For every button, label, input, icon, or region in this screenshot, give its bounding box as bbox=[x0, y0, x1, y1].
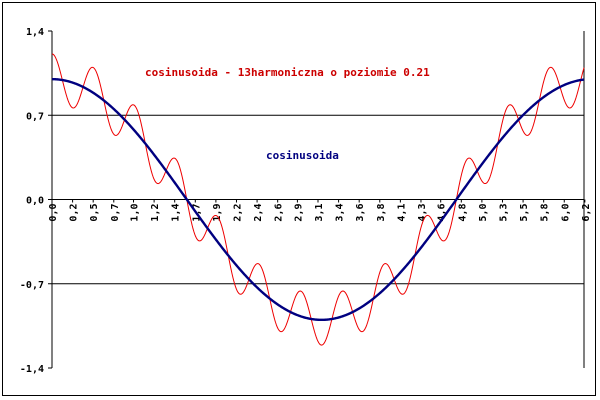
y-tick-label: 1,4 bbox=[26, 27, 44, 38]
x-tick-label: 5,8 bbox=[540, 204, 551, 222]
x-tick-label: 6,0 bbox=[560, 204, 571, 222]
x-tick-label: 4,8 bbox=[457, 204, 468, 222]
x-tick-label: 1,0 bbox=[130, 204, 141, 222]
grid-lines bbox=[52, 114, 584, 285]
x-tick-label: 5,0 bbox=[478, 204, 489, 222]
y-tick-label: 0,0 bbox=[26, 196, 44, 207]
x-tick-label: 2,2 bbox=[232, 204, 243, 222]
x-tick-label: 2,9 bbox=[293, 204, 304, 222]
axes bbox=[48, 30, 586, 369]
x-tick-label: 2,6 bbox=[274, 204, 285, 222]
x-tick-label: 0,7 bbox=[110, 204, 121, 222]
x-tick-label: 2,4 bbox=[253, 204, 264, 222]
y-tick-label: -1,4 bbox=[20, 364, 44, 375]
x-tick-label: 0,5 bbox=[89, 204, 100, 222]
x-tick-label: 6,2 bbox=[581, 204, 592, 222]
x-tick-label: 1,4 bbox=[171, 204, 182, 222]
y-tick-labels: 1,4 0,7 0,0 -0,7 -1,4 bbox=[20, 27, 44, 375]
x-tick-labels: 0,0 0,2 0,5 0,7 1,0 1,2 1,4 1,7 1,9 2,2 2,4 2,6 2,9 3… bbox=[48, 204, 592, 222]
x-tick-label: 5,3 bbox=[498, 204, 509, 222]
x-tick-label: 0,2 bbox=[69, 204, 80, 222]
series-lines bbox=[51, 53, 585, 346]
x-tick-label: 4,3 bbox=[417, 204, 428, 222]
x-tick-label: 1,2 bbox=[150, 204, 161, 222]
x-tick-label: 4,6 bbox=[437, 204, 448, 222]
series-line-harmonic bbox=[51, 53, 585, 346]
x-tick-label: 3,8 bbox=[376, 204, 387, 222]
y-tick-label: -0,7 bbox=[20, 280, 44, 291]
annotation-harmonic: cosinusoida - 13harmoniczna o poziomie 0… bbox=[145, 66, 430, 79]
annotation-cosine: cosinusoida bbox=[266, 149, 339, 162]
x-tick-label: 3,1 bbox=[314, 204, 325, 222]
x-tick-label: 1,9 bbox=[212, 204, 223, 222]
x-tick-label: 3,6 bbox=[355, 204, 366, 222]
x-tick-label: 0,0 bbox=[48, 204, 59, 222]
x-tick-label: 5,5 bbox=[519, 204, 530, 222]
y-tick-label: 0,7 bbox=[26, 111, 44, 122]
x-tick-label: 4,1 bbox=[396, 204, 407, 222]
series-line-cosine bbox=[51, 77, 585, 322]
x-tick-label: 3,4 bbox=[335, 204, 346, 222]
